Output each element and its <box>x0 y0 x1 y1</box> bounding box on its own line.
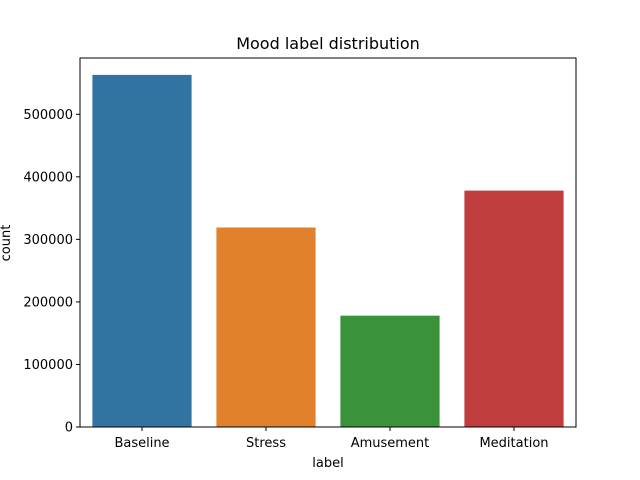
bar-amusement <box>340 315 440 427</box>
plot-frame <box>79 57 577 428</box>
y-axis-label: count <box>0 225 14 262</box>
x-axis-label: label <box>312 456 343 471</box>
x-axis-ticks: Baseline Stress Amusement Meditation <box>114 427 549 451</box>
x-tick-label: Amusement <box>351 436 430 451</box>
bars-layer <box>92 74 564 427</box>
bar-meditation <box>464 190 564 427</box>
y-tick-label: 0 <box>65 421 73 436</box>
x-tick-label: Baseline <box>114 436 169 451</box>
x-tick-label: Meditation <box>479 436 548 451</box>
bar-baseline <box>92 74 192 427</box>
bar-stress <box>216 227 316 427</box>
y-tick-label: 200000 <box>23 295 73 310</box>
y-tick-label: 300000 <box>23 233 73 248</box>
y-axis-ticks: 0 100000 200000 300000 400000 500000 <box>23 108 80 436</box>
y-tick-label: 400000 <box>23 170 73 185</box>
x-tick-label: Stress <box>246 436 286 451</box>
y-tick-label: 100000 <box>23 358 73 373</box>
chart-title: Mood label distribution <box>236 34 420 53</box>
y-tick-label: 500000 <box>23 108 73 123</box>
